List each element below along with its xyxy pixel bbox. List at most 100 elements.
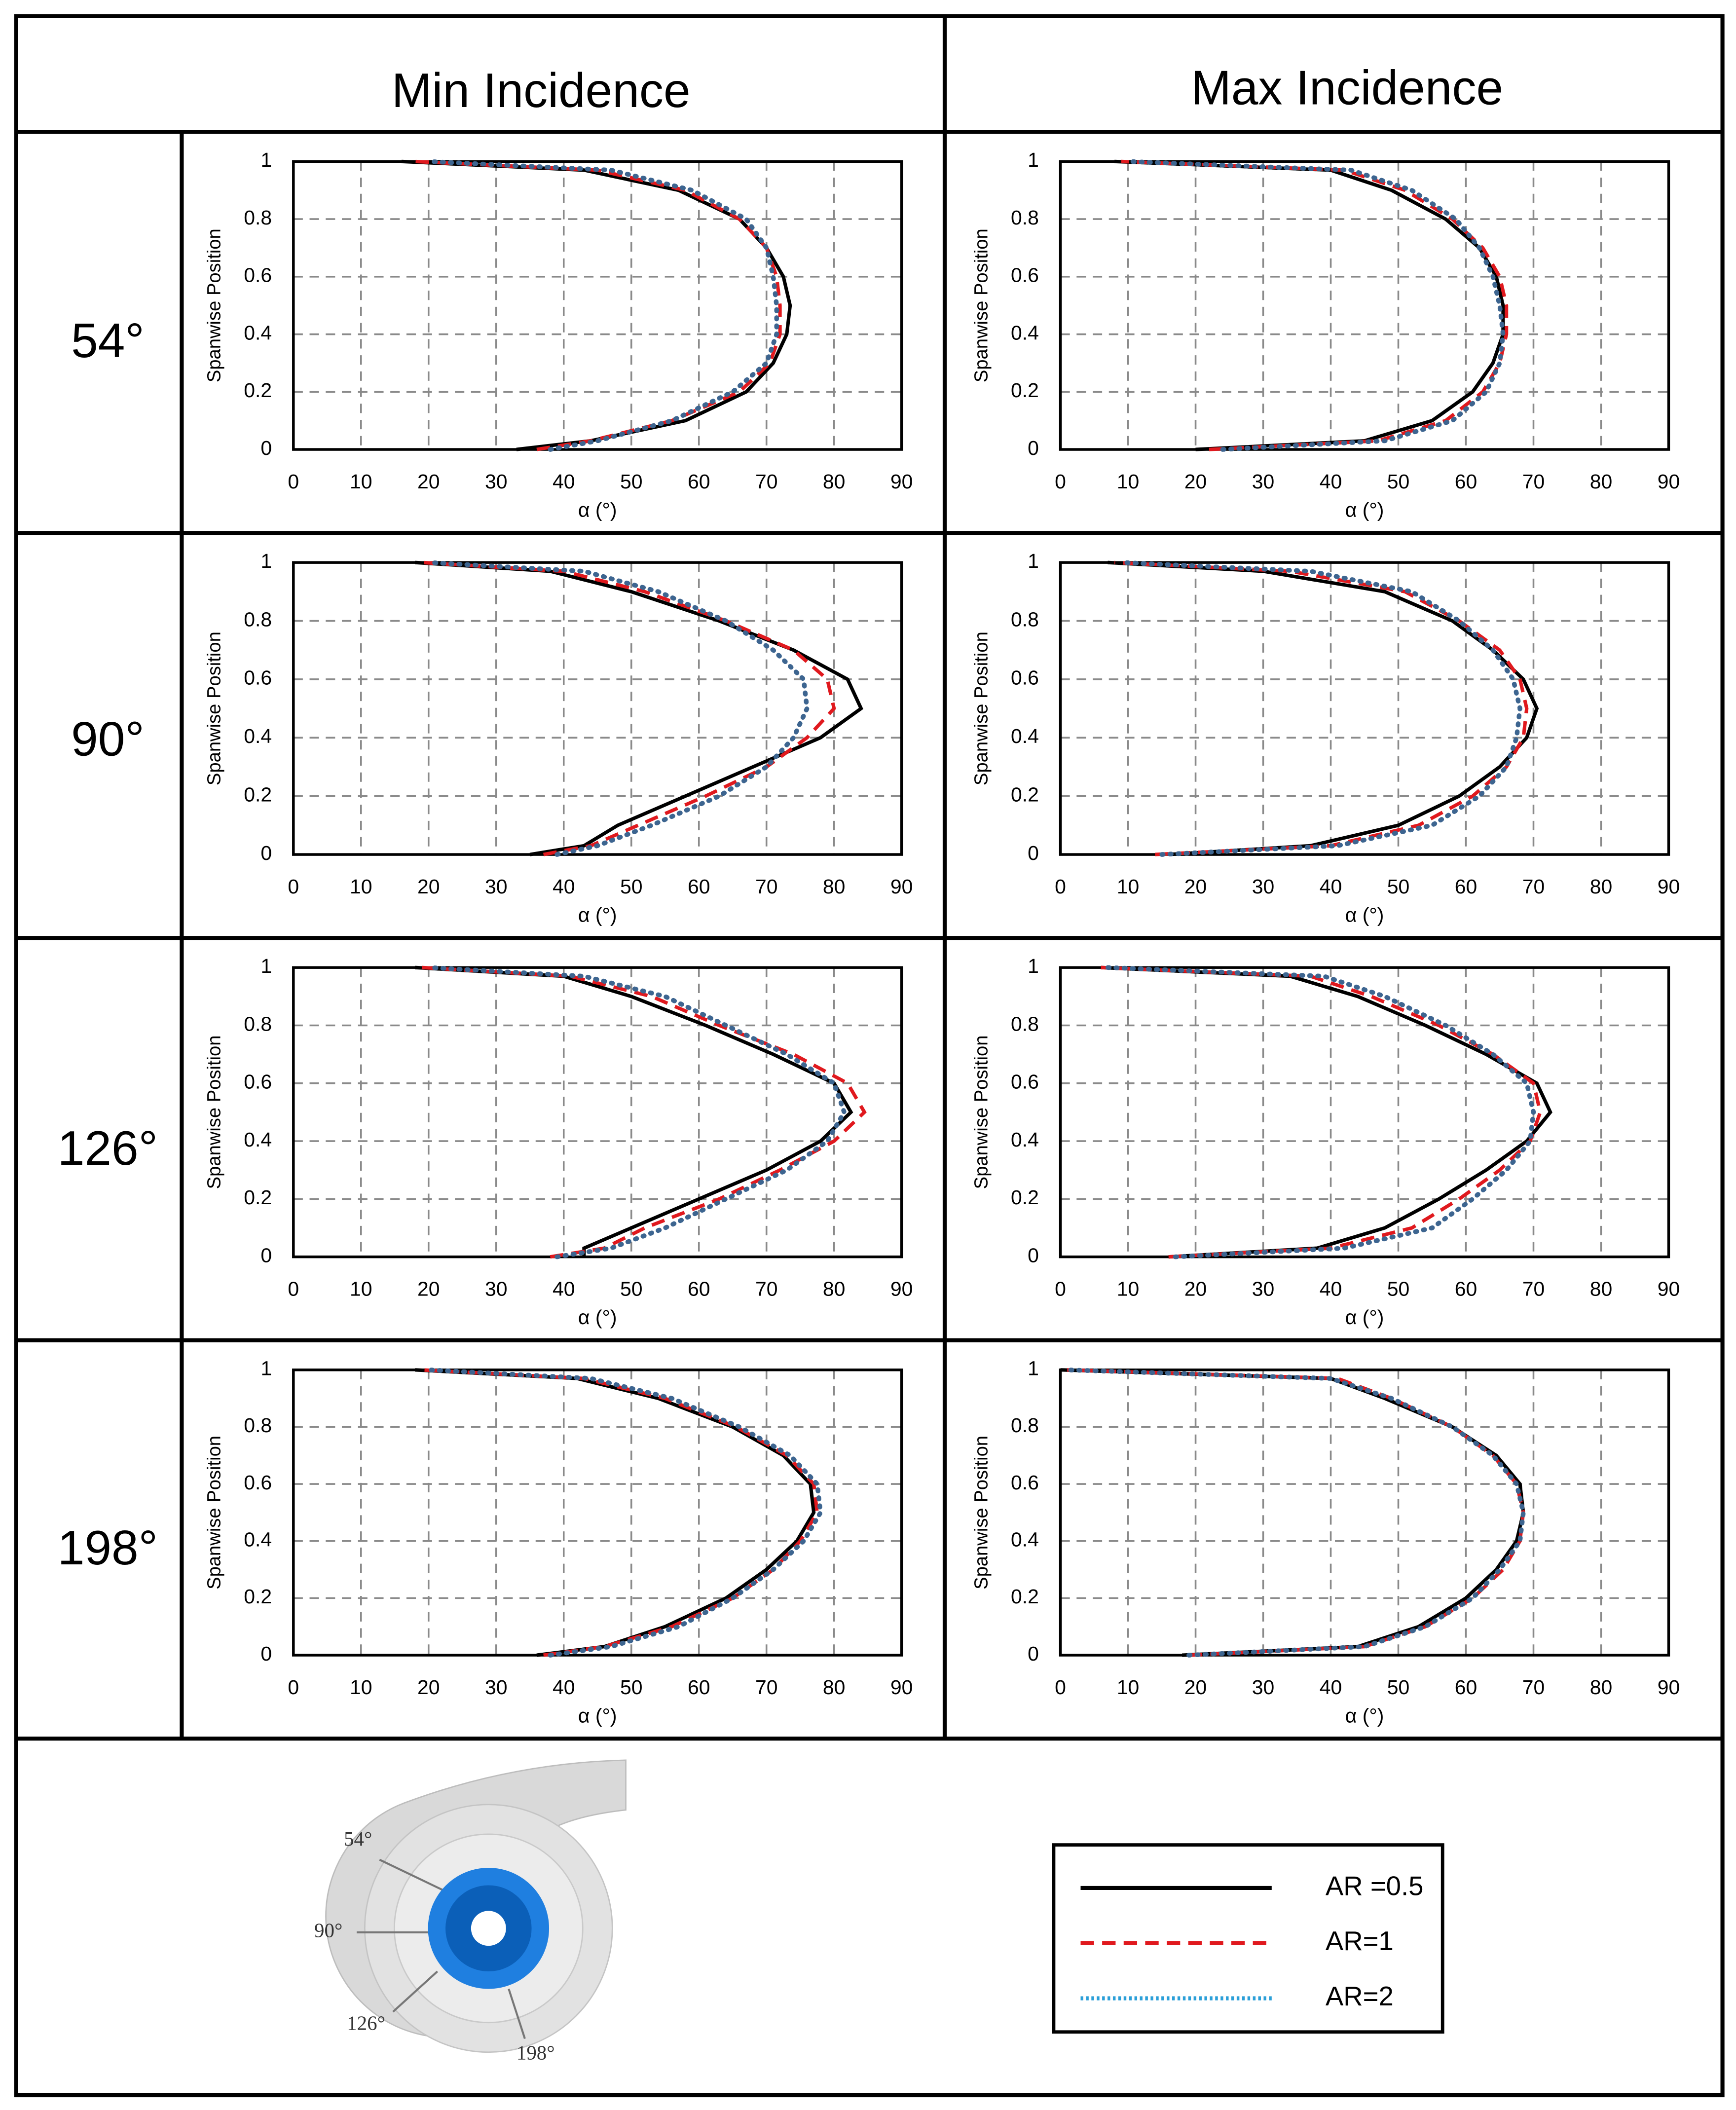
x-tick-label: 40 <box>1320 875 1342 898</box>
y-tick-label: 0 <box>260 437 272 459</box>
legend-label: AR=1 <box>1326 1926 1394 1956</box>
series-line <box>415 965 853 1257</box>
y-tick-label: 0.8 <box>244 608 272 630</box>
plot-border <box>292 966 903 1259</box>
x-tick-label: 0 <box>288 1676 299 1699</box>
series-line <box>1114 560 1529 856</box>
y-tick-label: 0 <box>1028 1642 1039 1665</box>
x-tick-label: 90 <box>890 1676 913 1699</box>
x-tick-label: 70 <box>1522 1278 1545 1300</box>
x-tick-label: 50 <box>1387 1278 1410 1300</box>
y-tick-label: 0.8 <box>244 206 272 229</box>
y-tick-label: 1 <box>260 1357 272 1380</box>
y-tick-label: 0.8 <box>1011 608 1039 630</box>
x-tick-label: 90 <box>890 875 913 898</box>
series-line <box>1119 560 1522 857</box>
series-line <box>1065 1368 1526 1658</box>
x-tick-label: 20 <box>417 875 440 898</box>
x-tick-label: 70 <box>1522 470 1545 493</box>
chart: 00.20.40.60.810 10 20 30 40 50 60 70 80 90α (°)Sp… <box>204 550 913 926</box>
y-tick-label: 0.2 <box>244 1585 272 1608</box>
x-axis-label: α (°) <box>578 1306 617 1329</box>
y-axis-label: Spanwise Position <box>970 1436 992 1590</box>
y-tick-label: 1 <box>260 148 272 171</box>
x-tick-label: 10 <box>350 1278 372 1300</box>
plot-border <box>1059 966 1670 1259</box>
plot-border <box>292 160 903 451</box>
column-title: Min Incidence <box>392 63 691 117</box>
x-tick-label: 20 <box>1184 1676 1207 1699</box>
chart: 00.20.40.60.810 10 20 30 40 50 60 70 80 90α (°)Sp… <box>204 148 913 521</box>
y-tick-label: 0.6 <box>1011 1471 1039 1494</box>
y-tick-label: 0.6 <box>244 1071 272 1093</box>
series-line <box>415 159 782 451</box>
series-line <box>1105 965 1536 1259</box>
y-tick-label: 0.4 <box>244 725 272 747</box>
y-tick-label: 0 <box>260 1642 272 1665</box>
x-tick-label: 90 <box>1658 875 1680 898</box>
x-tick-label: 0 <box>288 1278 299 1300</box>
series-line <box>415 560 863 856</box>
y-tick-label: 0.6 <box>244 666 272 689</box>
x-tick-label: 60 <box>1455 875 1477 898</box>
series-line <box>426 159 779 452</box>
x-tick-label: 50 <box>620 1278 643 1300</box>
x-axis-label: α (°) <box>578 498 617 521</box>
y-tick-label: 0.8 <box>1011 1414 1039 1437</box>
plot-border <box>1059 160 1670 451</box>
x-tick-label: 0 <box>1055 1278 1066 1300</box>
row-label: 198° <box>58 1520 158 1575</box>
y-tick-label: 0.4 <box>1011 1128 1039 1151</box>
x-tick-label: 40 <box>1320 470 1342 493</box>
chart: 00.20.40.60.810 10 20 30 40 50 60 70 80 90α (°)Sp… <box>204 1357 913 1727</box>
y-tick-label: 0 <box>1028 842 1039 864</box>
x-tick-label: 40 <box>1320 1676 1342 1699</box>
series-line <box>1101 965 1552 1259</box>
x-tick-label: 70 <box>755 875 778 898</box>
x-axis-label: α (°) <box>578 903 617 926</box>
x-tick-label: 90 <box>1658 1278 1680 1300</box>
x-tick-label: 80 <box>823 1278 846 1300</box>
x-tick-label: 90 <box>1658 1676 1680 1699</box>
volute-diagram: 54° 90° 126° 198° <box>314 1759 627 2064</box>
y-tick-label: 0.2 <box>244 783 272 806</box>
x-tick-label: 90 <box>890 1278 913 1300</box>
y-axis-label: Spanwise Position <box>204 1436 225 1590</box>
y-tick-label: 0.2 <box>1011 1186 1039 1209</box>
diagram-label: 126° <box>347 2012 385 2035</box>
x-tick-label: 0 <box>288 470 299 493</box>
x-tick-label: 30 <box>1252 1278 1275 1300</box>
diagram-label: 54° <box>344 1828 372 1850</box>
y-axis-label: Spanwise Position <box>204 228 225 382</box>
plot-border <box>292 1369 903 1657</box>
x-tick-label: 20 <box>1184 470 1207 493</box>
x-tick-label: 10 <box>350 470 372 493</box>
y-tick-label: 0.8 <box>1011 206 1039 229</box>
x-tick-label: 10 <box>350 1676 372 1699</box>
x-tick-label: 20 <box>417 1676 440 1699</box>
x-tick-label: 70 <box>1522 875 1545 898</box>
y-tick-label: 0.4 <box>244 321 272 344</box>
x-tick-label: 10 <box>1117 1278 1140 1300</box>
x-tick-label: 70 <box>755 470 778 493</box>
series-line <box>415 1368 816 1657</box>
plot-border <box>292 561 903 856</box>
series-line <box>426 965 847 1259</box>
x-tick-label: 50 <box>1387 875 1410 898</box>
x-axis-label: α (°) <box>1345 498 1384 521</box>
series-line <box>1114 159 1505 451</box>
x-tick-label: 20 <box>417 470 440 493</box>
y-tick-label: 0.6 <box>244 1471 272 1494</box>
x-tick-label: 50 <box>620 875 643 898</box>
y-tick-label: 0.8 <box>244 1012 272 1035</box>
column-title: Max Incidence <box>1191 60 1503 114</box>
row-label: 54° <box>71 313 144 368</box>
y-tick-label: 0.8 <box>1011 1012 1039 1035</box>
plot-border <box>1059 1369 1670 1657</box>
y-tick-label: 1 <box>260 955 272 977</box>
y-tick-label: 0.4 <box>244 1528 272 1551</box>
x-tick-label: 60 <box>688 1278 710 1300</box>
